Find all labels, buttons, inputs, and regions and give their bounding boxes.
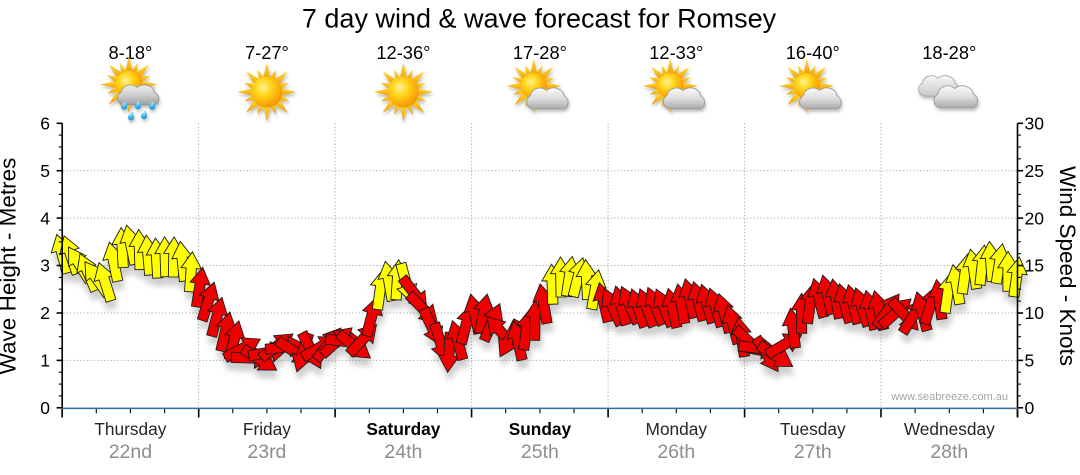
- svg-text:Wednesday: Wednesday: [904, 419, 995, 439]
- svg-text:25: 25: [1025, 161, 1044, 181]
- svg-text:5: 5: [1025, 351, 1035, 371]
- svg-text:7 day wind & wave forecast for: 7 day wind & wave forecast for Romsey: [302, 4, 777, 34]
- svg-text:23rd: 23rd: [247, 441, 286, 463]
- svg-text:Monday: Monday: [646, 419, 708, 439]
- svg-text:25th: 25th: [521, 441, 559, 463]
- svg-text:3: 3: [40, 256, 50, 276]
- svg-text:27th: 27th: [794, 441, 832, 463]
- svg-text:Wave Height - Metres: Wave Height - Metres: [0, 158, 21, 375]
- svg-text:0: 0: [1025, 398, 1035, 418]
- svg-text:1: 1: [40, 351, 50, 371]
- svg-text:22nd: 22nd: [109, 441, 152, 463]
- svg-text:Sunday: Sunday: [509, 419, 572, 439]
- svg-text:6: 6: [40, 114, 50, 134]
- svg-text:www.seabreeze.com.au: www.seabreeze.com.au: [890, 391, 1008, 403]
- svg-text:10: 10: [1025, 303, 1045, 323]
- svg-text:16-40°: 16-40°: [786, 42, 840, 63]
- svg-text:20: 20: [1025, 208, 1045, 228]
- svg-text:Wind Speed - Knots: Wind Speed - Knots: [1055, 166, 1080, 366]
- svg-text:18-28°: 18-28°: [922, 42, 976, 63]
- svg-text:7-27°: 7-27°: [245, 42, 289, 63]
- svg-text:30: 30: [1025, 114, 1045, 134]
- svg-text:12-36°: 12-36°: [376, 42, 430, 63]
- svg-text:24th: 24th: [384, 441, 422, 463]
- svg-text:12-33°: 12-33°: [649, 42, 703, 63]
- svg-text:4: 4: [40, 208, 50, 228]
- svg-text:Saturday: Saturday: [366, 419, 440, 439]
- svg-text:15: 15: [1025, 256, 1044, 276]
- svg-text:Thursday: Thursday: [94, 419, 166, 439]
- svg-text:2: 2: [40, 303, 50, 323]
- svg-text:Friday: Friday: [243, 419, 291, 439]
- svg-text:28th: 28th: [930, 441, 968, 463]
- svg-text:Tuesday: Tuesday: [780, 419, 846, 439]
- svg-text:0: 0: [40, 398, 50, 418]
- svg-text:8-18°: 8-18°: [108, 42, 152, 63]
- svg-text:5: 5: [40, 161, 50, 181]
- svg-text:17-28°: 17-28°: [513, 42, 567, 63]
- svg-text:26th: 26th: [657, 441, 695, 463]
